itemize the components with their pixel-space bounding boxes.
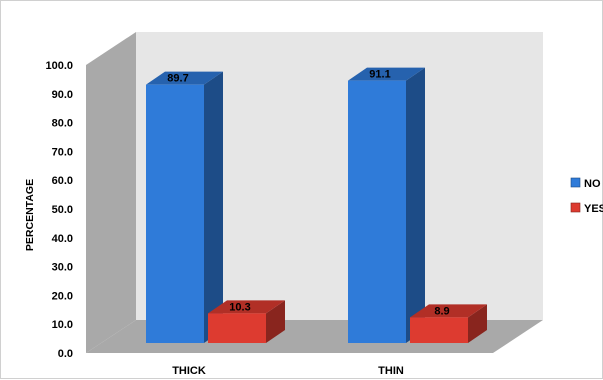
x-category-label: THICK: [172, 365, 206, 377]
bar-top-no-thin: [348, 67, 425, 81]
y-tick-label: 60.0: [52, 175, 73, 187]
legend-swatch-yes: [570, 202, 581, 213]
bar-side-no-thin: [406, 67, 425, 343]
data-label: 10.3: [229, 301, 250, 313]
y-tick-label: 20.0: [52, 290, 73, 302]
bar-top-yes-thick: [208, 300, 285, 314]
legend-label-yes: YES: [584, 203, 603, 215]
data-label: 89.7: [167, 73, 188, 85]
y-tick-label: 0.0: [58, 348, 73, 360]
bar-side-yes-thick: [266, 300, 285, 343]
bar-no-thick: [146, 84, 204, 343]
y-tick-label: 50.0: [52, 204, 73, 216]
y-tick-label: 30.0: [52, 262, 73, 274]
data-label: 8.9: [434, 305, 449, 317]
y-tick-label: 90.0: [52, 89, 73, 101]
legend-label-no: NO: [584, 178, 601, 190]
y-tick-label: 70.0: [52, 146, 73, 158]
y-tick-label: 100.0: [45, 60, 73, 72]
bar-yes-thin: [410, 317, 468, 343]
bar-top-yes-thin: [410, 304, 487, 318]
bar-top-no-thick: [146, 71, 223, 85]
y-tick-label: 10.0: [52, 319, 73, 331]
y-axis-title: PERCENTAGE: [24, 179, 36, 251]
legend-swatch-no: [570, 177, 581, 188]
bar-side-yes-thin: [468, 304, 487, 343]
x-category-label: THIN: [378, 365, 404, 377]
y-tick-label: 80.0: [52, 118, 73, 130]
data-label: 91.1: [369, 69, 390, 81]
y-tick-label: 40.0: [52, 233, 73, 245]
bar-yes-thick: [208, 313, 266, 343]
bar-no-thin: [348, 80, 406, 343]
bar-side-no-thick: [204, 71, 223, 343]
chart-left-wall: [86, 32, 136, 353]
